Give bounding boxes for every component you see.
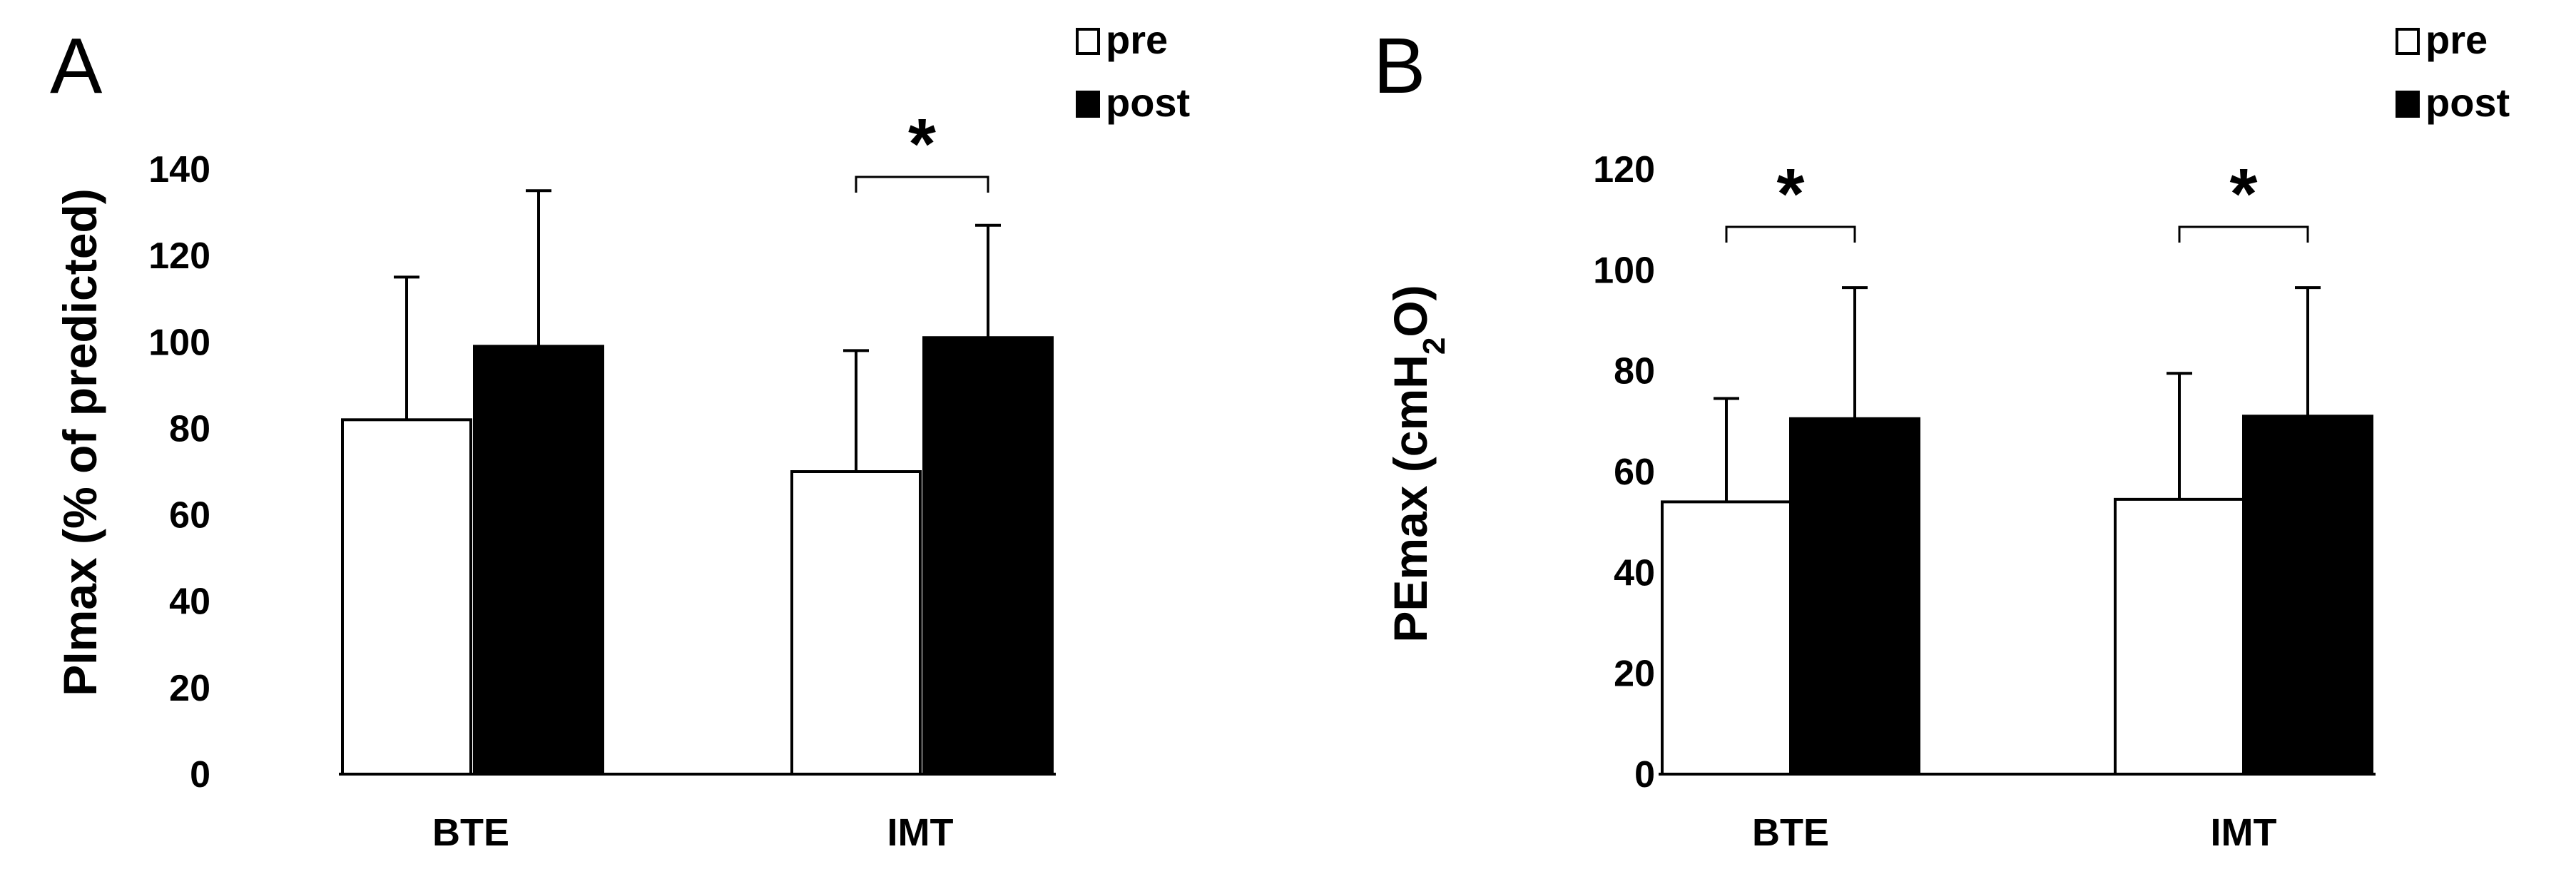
significance-bracket xyxy=(855,176,989,193)
significance-bracket xyxy=(2178,225,2309,243)
y-tick-label: 40 xyxy=(1614,552,1655,594)
bar-pre-imt xyxy=(790,470,922,776)
bar-post-bte xyxy=(473,345,604,776)
significance-star: * xyxy=(908,104,936,184)
x-tick-label: IMT xyxy=(2211,811,2277,854)
y-tick-label: 60 xyxy=(169,495,210,537)
bar-pre-bte xyxy=(1661,500,1792,776)
chart-panel-a: A PImax (% of predicted) 0 20 40 60 80 100 120… xyxy=(50,17,1190,854)
y-tick-label: 80 xyxy=(1614,351,1655,392)
legend-swatch-pre xyxy=(2396,28,2420,55)
y-tick-label: 100 xyxy=(148,322,210,363)
legend-label-pre: pre xyxy=(1106,17,1168,62)
y-tick-label: 80 xyxy=(169,408,210,449)
y-tick-label: 40 xyxy=(169,581,210,623)
x-tick-label: BTE xyxy=(432,811,509,854)
legend-label-post: post xyxy=(1106,80,1190,125)
significance-star: * xyxy=(2230,154,2258,234)
y-tick-label: 0 xyxy=(190,754,210,796)
y-tick-label: 100 xyxy=(1593,250,1655,291)
panel-letter-b: B xyxy=(1373,22,1425,110)
y-axis-label-a: PImax (% of predicted) xyxy=(54,188,106,696)
bar-pre-bte xyxy=(341,418,472,776)
y-tick-label: 0 xyxy=(1634,754,1655,796)
significance-bracket xyxy=(1725,225,1856,243)
legend-swatch-post xyxy=(2396,91,2420,118)
legend-swatch-post xyxy=(1076,91,1100,118)
bar-pre-imt xyxy=(2114,497,2245,776)
bar-post-imt xyxy=(922,336,1054,776)
chart-panel-b: B PEmax (cmH2O) 0 20 40 60 80 100 120 BTE IMT * * p… xyxy=(1373,17,2510,854)
y-axis-label-b: PEmax (cmH2O) xyxy=(1384,285,1452,642)
y-tick-label: 120 xyxy=(1593,149,1655,190)
x-tick-label: IMT xyxy=(887,811,954,854)
x-tick-label: BTE xyxy=(1752,811,1829,854)
y-tick-label: 140 xyxy=(148,149,210,190)
bar-post-imt xyxy=(2242,415,2373,776)
y-tick-label: 120 xyxy=(148,235,210,277)
y-tick-label: 20 xyxy=(1614,654,1655,695)
legend-label-pre: pre xyxy=(2425,17,2488,62)
y-tick-label: 60 xyxy=(1614,452,1655,493)
bar-post-bte xyxy=(1789,417,1920,776)
significance-star: * xyxy=(1777,154,1805,234)
legend-label-post: post xyxy=(2425,80,2510,125)
y-tick-label: 20 xyxy=(169,668,210,709)
panel-letter-a: A xyxy=(50,22,103,110)
legend-swatch-pre xyxy=(1076,28,1100,55)
